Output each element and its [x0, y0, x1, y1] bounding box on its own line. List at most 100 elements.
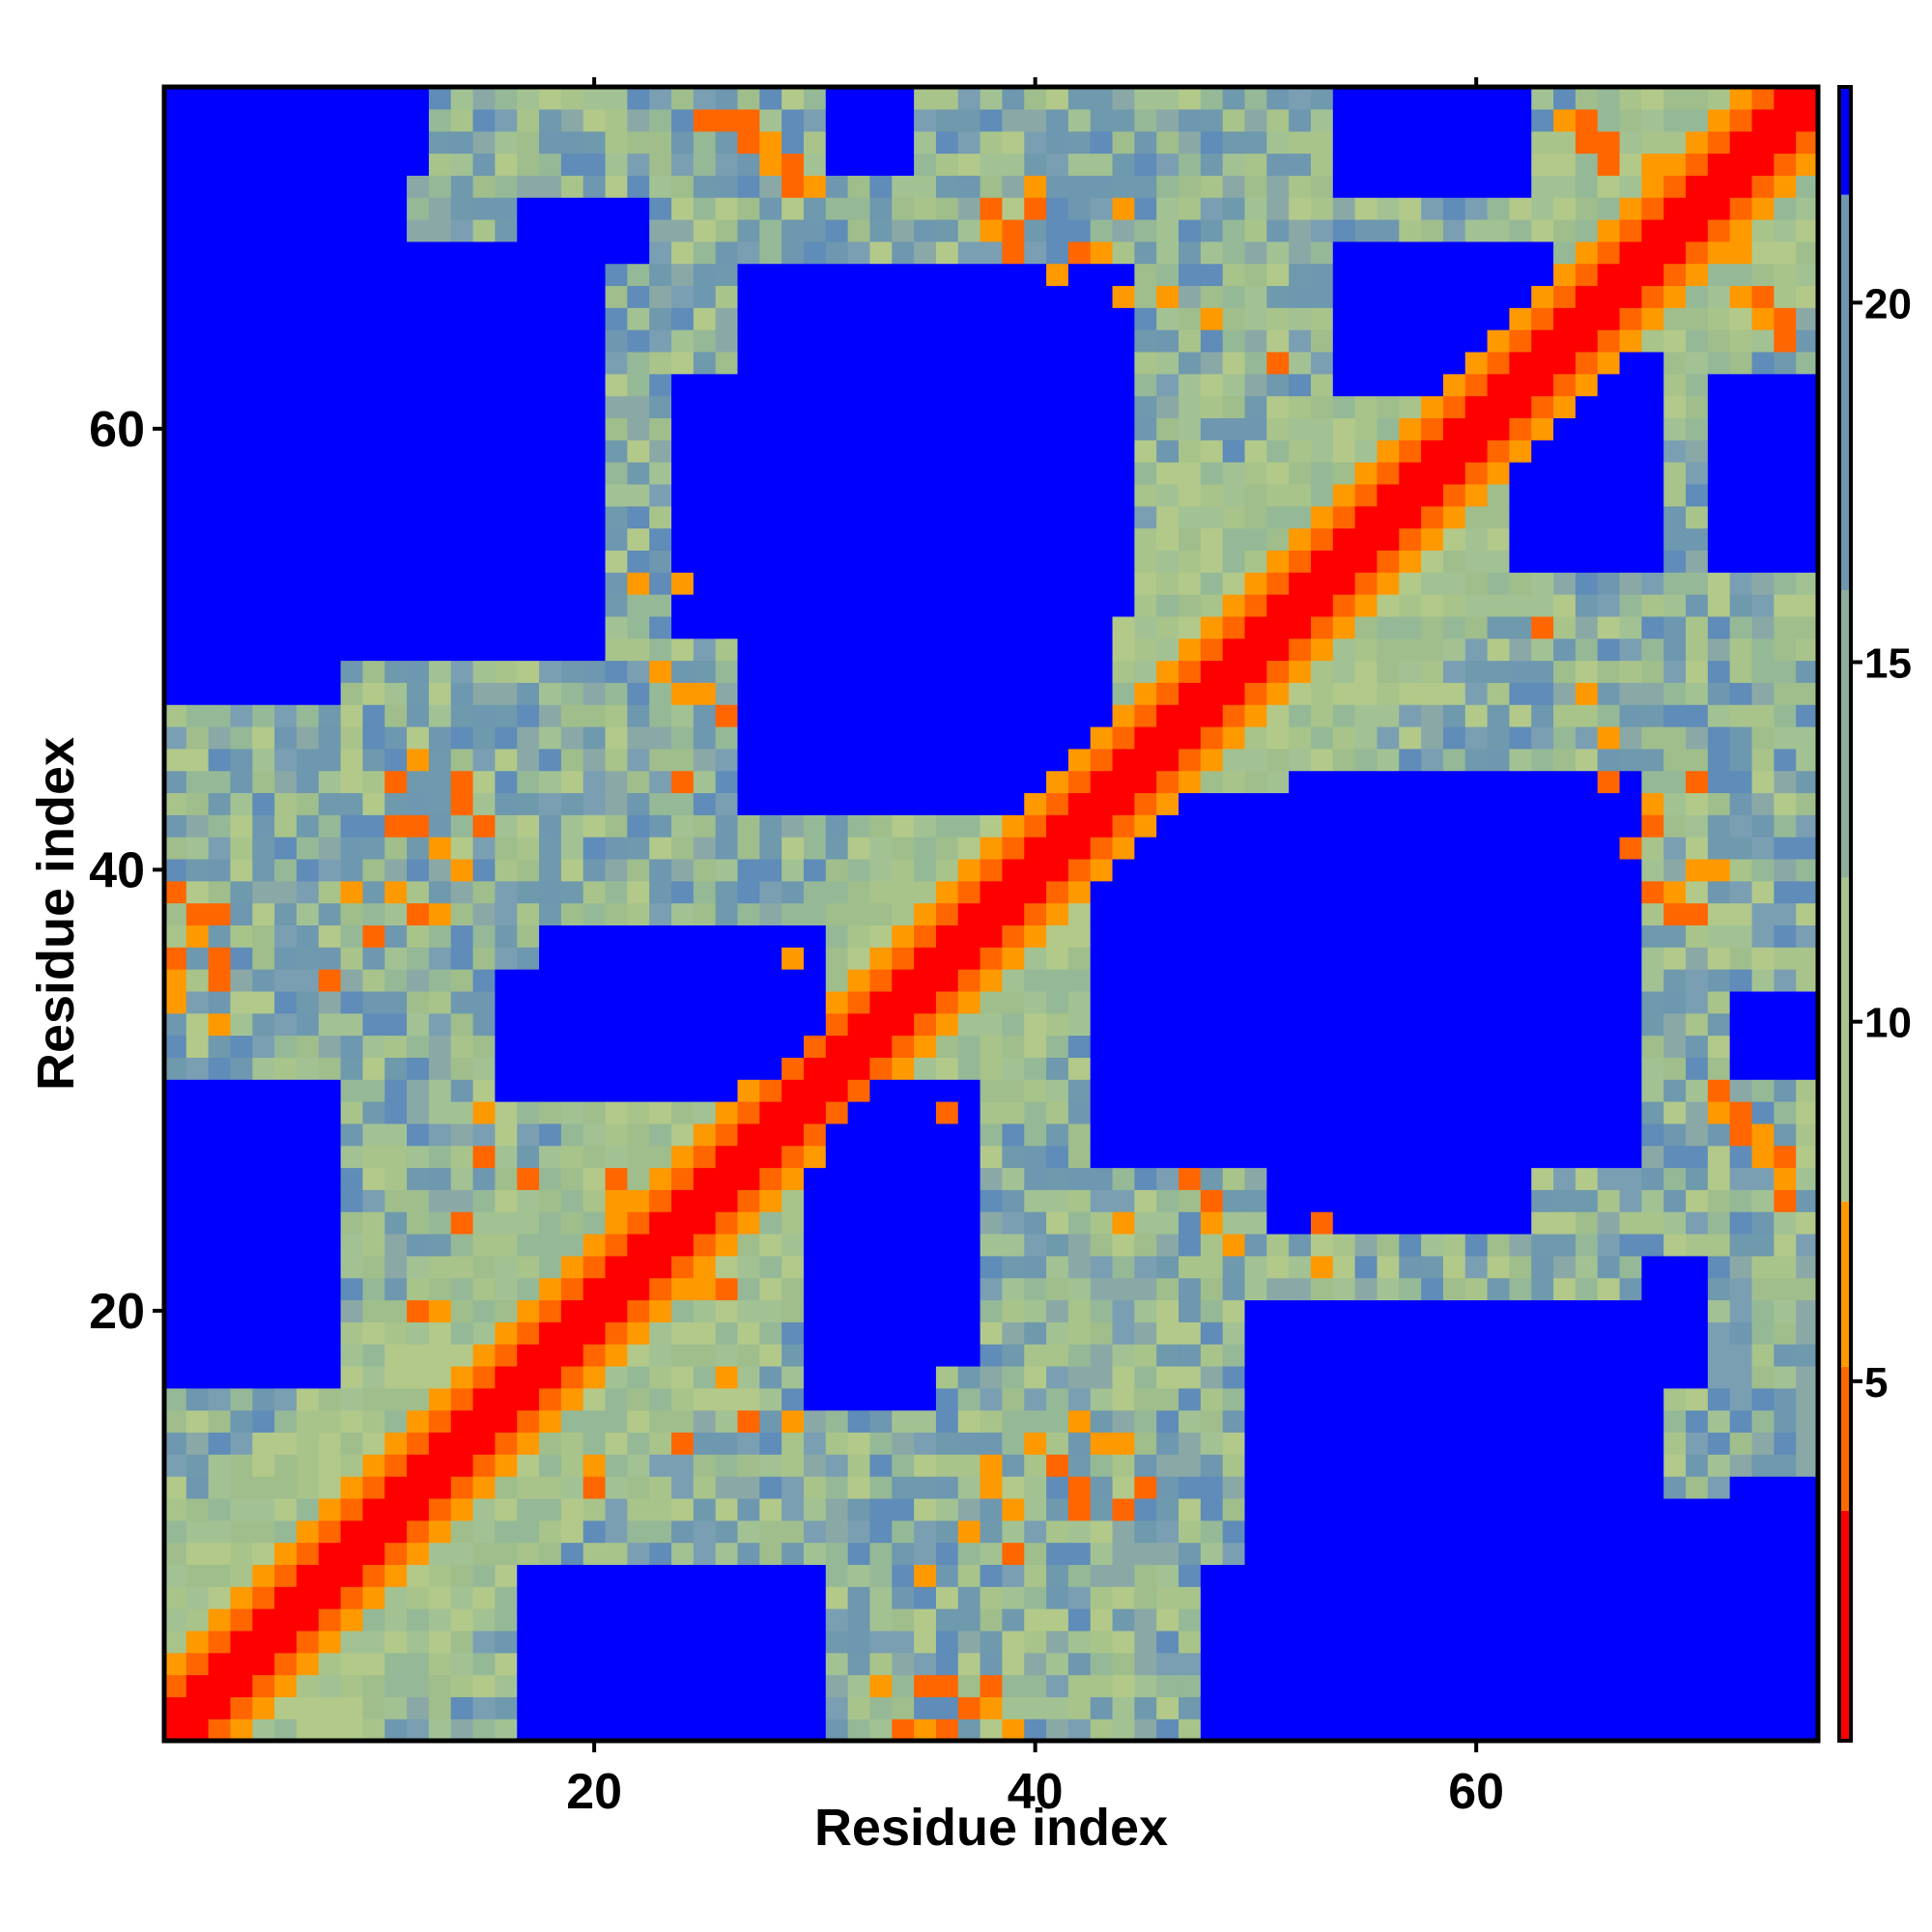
heatmap-cell [825, 1409, 849, 1434]
heatmap-cell [1244, 1079, 1267, 1102]
heatmap-cell [1289, 373, 1312, 397]
heatmap-cell [914, 1233, 937, 1257]
heatmap-cell [1090, 1387, 1114, 1411]
heatmap-cell [1575, 1564, 1599, 1587]
heatmap-cell [605, 1652, 628, 1676]
heatmap-cell [803, 1586, 827, 1609]
heatmap-cell [1156, 1497, 1179, 1521]
heatmap-cell [1090, 1719, 1114, 1742]
heatmap-cell [1179, 1454, 1202, 1477]
heatmap-cell [1244, 218, 1267, 242]
heatmap-cell [428, 1564, 452, 1587]
heatmap-cell [517, 638, 540, 662]
heatmap-cell [914, 1432, 937, 1455]
heatmap-cell [980, 594, 1004, 617]
heatmap-cell [1464, 197, 1489, 220]
heatmap-cell [1421, 218, 1444, 242]
heatmap-cells [164, 87, 1819, 1742]
heatmap-cell [230, 1652, 253, 1676]
heatmap-cell [1090, 218, 1114, 242]
heatmap-cell [318, 130, 342, 155]
heatmap-cell [1222, 462, 1246, 485]
heatmap-cell [1553, 1211, 1577, 1235]
heatmap-cell [892, 1035, 915, 1058]
heatmap-cell [384, 527, 408, 551]
heatmap-cell [428, 241, 452, 265]
heatmap-cell [362, 770, 385, 794]
heatmap-cell [1046, 880, 1069, 904]
heatmap-cell [1046, 947, 1069, 970]
heatmap-cell [1553, 417, 1577, 440]
heatmap-cell [517, 218, 540, 242]
heatmap-cell [407, 924, 430, 948]
heatmap-cell [384, 1277, 408, 1301]
heatmap-cell [649, 87, 672, 110]
heatmap-cell [407, 792, 430, 815]
heatmap-cell [1289, 1719, 1312, 1742]
heatmap-cell [605, 175, 628, 198]
heatmap-cell [627, 130, 650, 155]
heatmap-cell [1575, 130, 1599, 155]
heatmap-cell [1222, 594, 1246, 617]
heatmap-cell [1200, 1233, 1224, 1257]
heatmap-cell [1487, 704, 1511, 727]
heatmap-cell [296, 1608, 320, 1632]
heatmap-cell [935, 483, 959, 507]
heatmap-cell [671, 130, 695, 155]
heatmap-cell [1531, 1365, 1554, 1389]
heatmap-cell [1377, 1145, 1400, 1169]
heatmap-cell [869, 748, 893, 772]
heatmap-cell [274, 373, 298, 397]
heatmap-cell [560, 682, 584, 705]
heatmap-cell [472, 924, 496, 948]
heatmap-cell [1200, 814, 1224, 838]
heatmap-cell [185, 1520, 210, 1544]
heatmap-cell [1310, 87, 1334, 110]
heatmap-cell [1266, 1365, 1290, 1389]
heatmap-cell [362, 1101, 385, 1124]
heatmap-cell [1179, 351, 1202, 375]
heatmap-cell [1067, 527, 1092, 551]
heatmap-cell [472, 153, 496, 176]
heatmap-cell [693, 153, 717, 176]
heatmap-cell [715, 218, 739, 242]
heatmap-cell [1487, 241, 1511, 265]
heatmap-cell [1046, 814, 1069, 838]
heatmap-cell [1266, 1432, 1290, 1455]
heatmap-cell [1200, 880, 1224, 904]
heatmap-cell [1266, 1233, 1290, 1257]
heatmap-cell [1597, 307, 1621, 330]
heatmap-cell [737, 1674, 760, 1697]
heatmap-cell [693, 682, 717, 705]
heatmap-cell [1090, 307, 1114, 330]
heatmap-cell [582, 725, 607, 750]
heatmap-cell [1509, 1101, 1532, 1124]
heatmap-cell [1354, 1542, 1378, 1565]
heatmap-cell [1464, 440, 1489, 463]
heatmap-cell [495, 87, 518, 110]
heatmap-cell [362, 990, 385, 1014]
heatmap-cell [781, 527, 805, 551]
heatmap-cell [1531, 1211, 1554, 1235]
heatmap-cell [892, 704, 915, 727]
heatmap-cell [715, 682, 739, 705]
heatmap-cell [1289, 241, 1312, 265]
heatmap-cell [185, 858, 210, 882]
heatmap-cell [296, 395, 320, 418]
heatmap-cell [1354, 1630, 1378, 1654]
heatmap-cell [957, 880, 981, 904]
heatmap-cell [1310, 130, 1334, 155]
heatmap-cell [1134, 1277, 1157, 1301]
heatmap-cell [1399, 1564, 1422, 1587]
heatmap-cell [1354, 153, 1378, 176]
heatmap-cell [1310, 1145, 1334, 1169]
heatmap-cell [935, 1564, 959, 1587]
heatmap-cell [737, 704, 760, 727]
heatmap-cell [340, 175, 364, 198]
heatmap-cell [1179, 417, 1202, 440]
heatmap-cell [1575, 1476, 1599, 1499]
heatmap-cell [1222, 638, 1246, 662]
heatmap-cell [1575, 550, 1599, 573]
heatmap-cell [693, 1719, 717, 1742]
heatmap-cell [1619, 1167, 1642, 1190]
